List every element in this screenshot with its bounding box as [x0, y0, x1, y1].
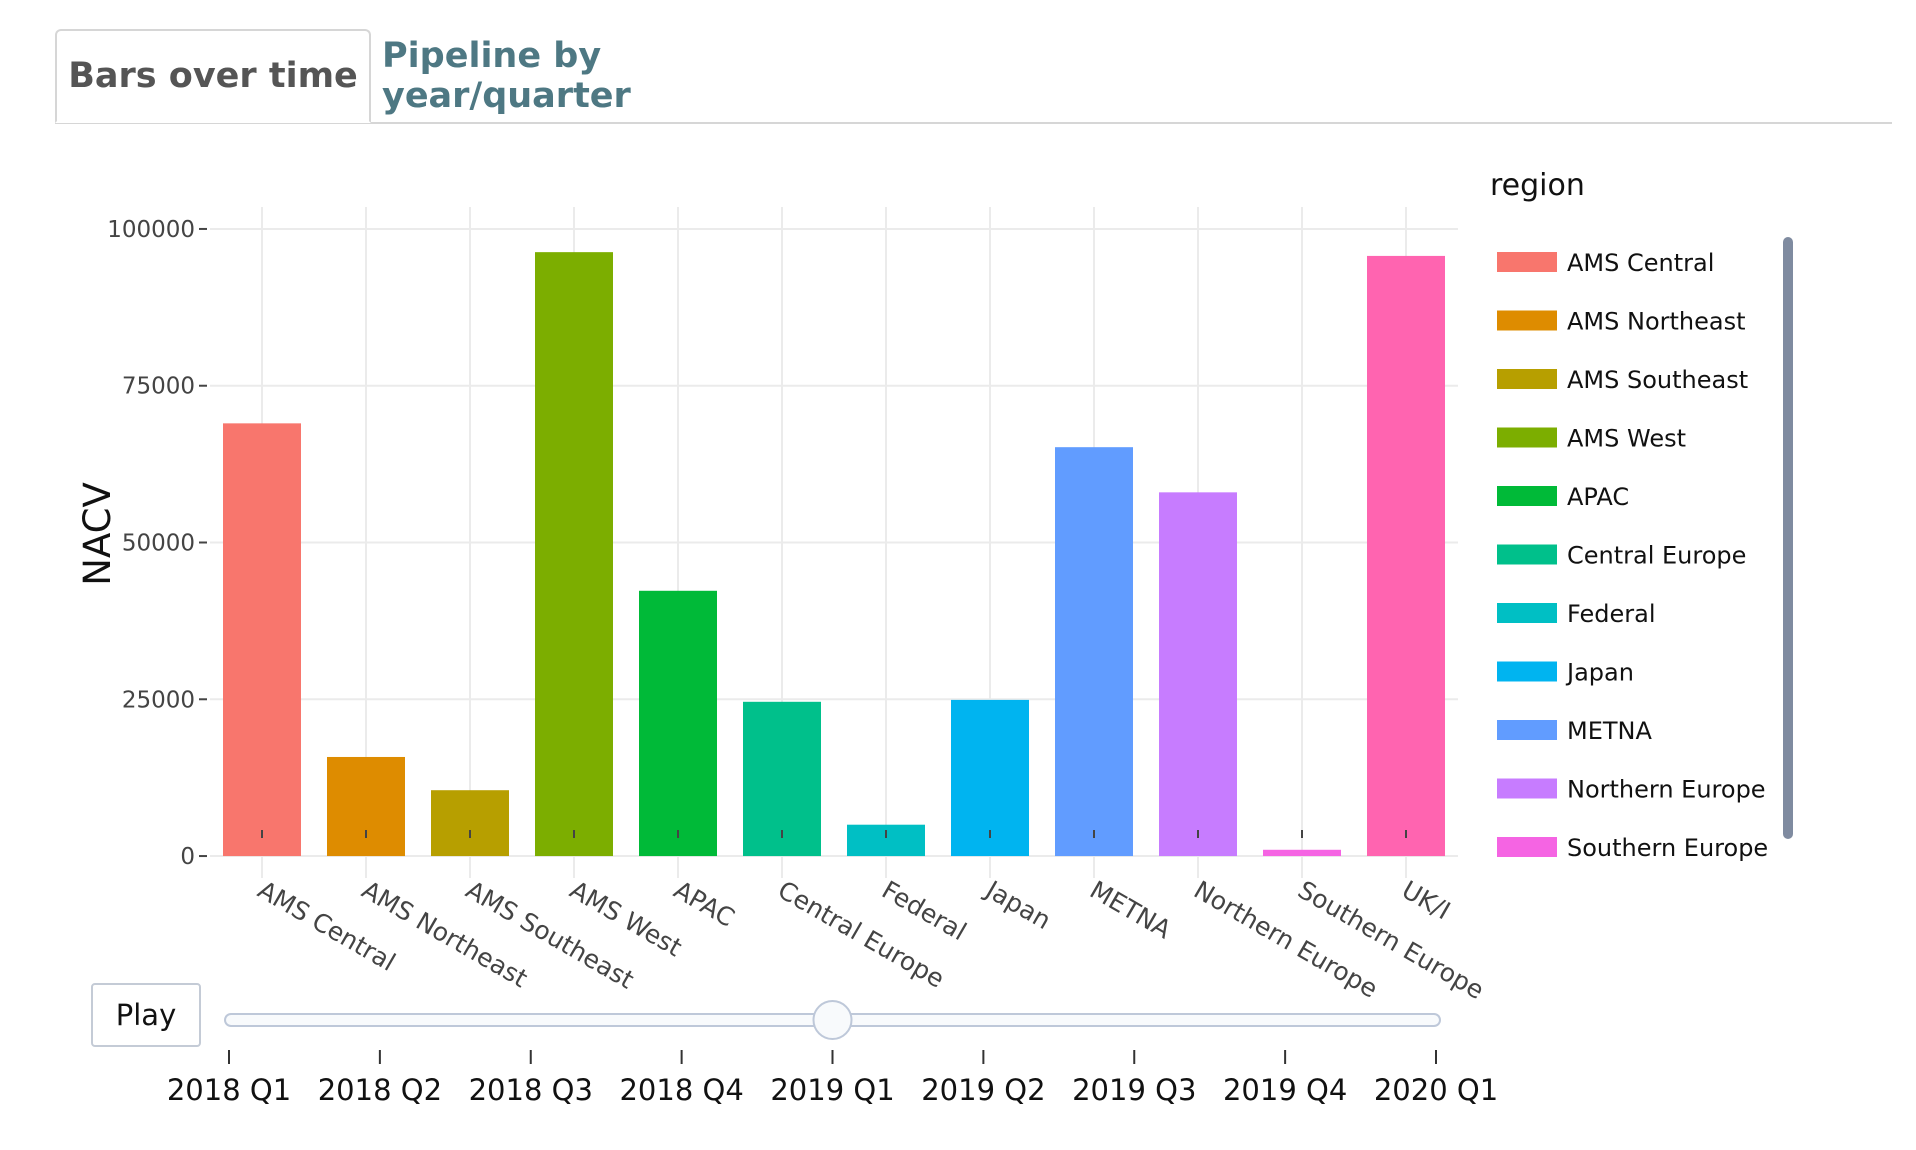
x-tick-label: APAC	[669, 875, 740, 932]
y-tick-label: 25000	[122, 687, 195, 713]
legend-label: Japan	[1565, 659, 1634, 687]
legend-swatch	[1497, 427, 1557, 448]
bar-northern-europe[interactable]	[1159, 492, 1237, 857]
tab-bar: Bars over time Pipeline by year/quarter	[0, 0, 1916, 124]
legend: region AMS Central AMS Northeast AMS South…	[1490, 168, 1768, 862]
legend-label: AMS Southeast	[1567, 366, 1748, 394]
legend-item-apac[interactable]: APAC	[1497, 483, 1629, 511]
x-tick-label: METNA	[1085, 875, 1176, 944]
bar-apac[interactable]	[639, 590, 717, 857]
bar-ams-west[interactable]	[535, 252, 613, 857]
tab-divider	[55, 122, 1892, 124]
timeline-slider: 2018 Q1 2018 Q2 2018 Q3 2018 Q4 2019 Q1 2019 …	[167, 1000, 1498, 1107]
legend-swatch	[1497, 837, 1557, 857]
legend-title: region	[1490, 168, 1585, 203]
legend-item-japan[interactable]: Japan	[1497, 659, 1634, 687]
play-button[interactable]: Play	[91, 983, 201, 1047]
x-tick-label: Southern Europe	[1293, 875, 1489, 1005]
legend-item-central-europe[interactable]: Central Europe	[1497, 542, 1746, 570]
bar-ams-central[interactable]	[223, 423, 301, 857]
legend-item-southern-europe[interactable]: Southern Europe	[1497, 834, 1768, 862]
x-tick-label: Japan	[979, 874, 1056, 935]
legend-item-ams-west[interactable]: AMS West	[1497, 425, 1686, 453]
slider-step-label[interactable]: 2018 Q1	[167, 1073, 291, 1107]
tab-pipeline-by-year-quarter[interactable]: Pipeline by year/quarter	[382, 36, 631, 116]
slider-step-label[interactable]: 2020 Q1	[1374, 1073, 1498, 1107]
bar-ams-southeast[interactable]	[431, 790, 509, 857]
legend-label: Northern Europe	[1567, 776, 1766, 804]
legend-item-ams-northeast[interactable]: AMS Northeast	[1497, 308, 1746, 336]
slider-handle[interactable]	[812, 1000, 853, 1040]
slider-step-label[interactable]: 2018 Q2	[318, 1073, 442, 1107]
legend-label: Central Europe	[1567, 542, 1746, 570]
bar-southern-europe[interactable]	[1263, 849, 1341, 857]
slider-step-label[interactable]: 2019 Q4	[1223, 1073, 1347, 1107]
y-tick-label: 75000	[122, 374, 195, 400]
slider-step-label[interactable]: 2019 Q2	[921, 1073, 1045, 1107]
tab-bars-over-time[interactable]: Bars over time	[55, 29, 371, 123]
x-tick-label: UK/I	[1397, 875, 1455, 925]
legend-swatch	[1497, 252, 1557, 272]
slider-step-label[interactable]: 2018 Q4	[619, 1073, 743, 1107]
bar-uk-i[interactable]	[1367, 255, 1445, 857]
slider-step-label[interactable]: 2018 Q3	[469, 1073, 593, 1107]
legend-swatch	[1497, 544, 1557, 565]
legend-label: Southern Europe	[1567, 834, 1768, 862]
bars	[223, 252, 1445, 857]
legend-item-federal[interactable]: Federal	[1497, 600, 1656, 628]
legend-item-metna[interactable]: METNA	[1497, 717, 1652, 745]
slider-step-label[interactable]: 2019 Q1	[770, 1073, 894, 1107]
legend-swatch	[1497, 778, 1557, 799]
legend-label: METNA	[1567, 717, 1652, 745]
legend-swatch	[1497, 369, 1557, 389]
y-axis-title: NACV	[76, 482, 119, 585]
bar-federal[interactable]	[847, 824, 925, 857]
y-axis: 0 25000 50000 75000 100000	[107, 217, 207, 870]
y-tick-label: 50000	[122, 531, 195, 557]
legend-swatch	[1497, 486, 1557, 506]
legend-item-ams-central[interactable]: AMS Central	[1497, 249, 1714, 277]
bar-metna[interactable]	[1055, 447, 1133, 857]
legend-label: AMS West	[1567, 425, 1686, 453]
legend-swatch	[1497, 603, 1557, 623]
legend-item-ams-southeast[interactable]: AMS Southeast	[1497, 366, 1748, 394]
x-tick-label: Northern Europe	[1189, 875, 1383, 1004]
legend-label: Federal	[1567, 600, 1656, 628]
legend-label: APAC	[1567, 483, 1629, 511]
legend-label: AMS Northeast	[1567, 308, 1746, 336]
y-tick-label: 0	[180, 844, 195, 870]
legend-scrollbar[interactable]	[1783, 237, 1793, 839]
bar-ams-northeast[interactable]	[327, 756, 405, 857]
y-tick-label: 100000	[107, 217, 195, 243]
legend-swatch	[1497, 720, 1557, 740]
legend-item-northern-europe[interactable]: Northern Europe	[1497, 776, 1766, 804]
legend-label: AMS Central	[1567, 249, 1714, 277]
legend-swatch	[1497, 661, 1557, 682]
legend-swatch	[1497, 310, 1557, 331]
slider-step-label[interactable]: 2019 Q3	[1072, 1073, 1196, 1107]
